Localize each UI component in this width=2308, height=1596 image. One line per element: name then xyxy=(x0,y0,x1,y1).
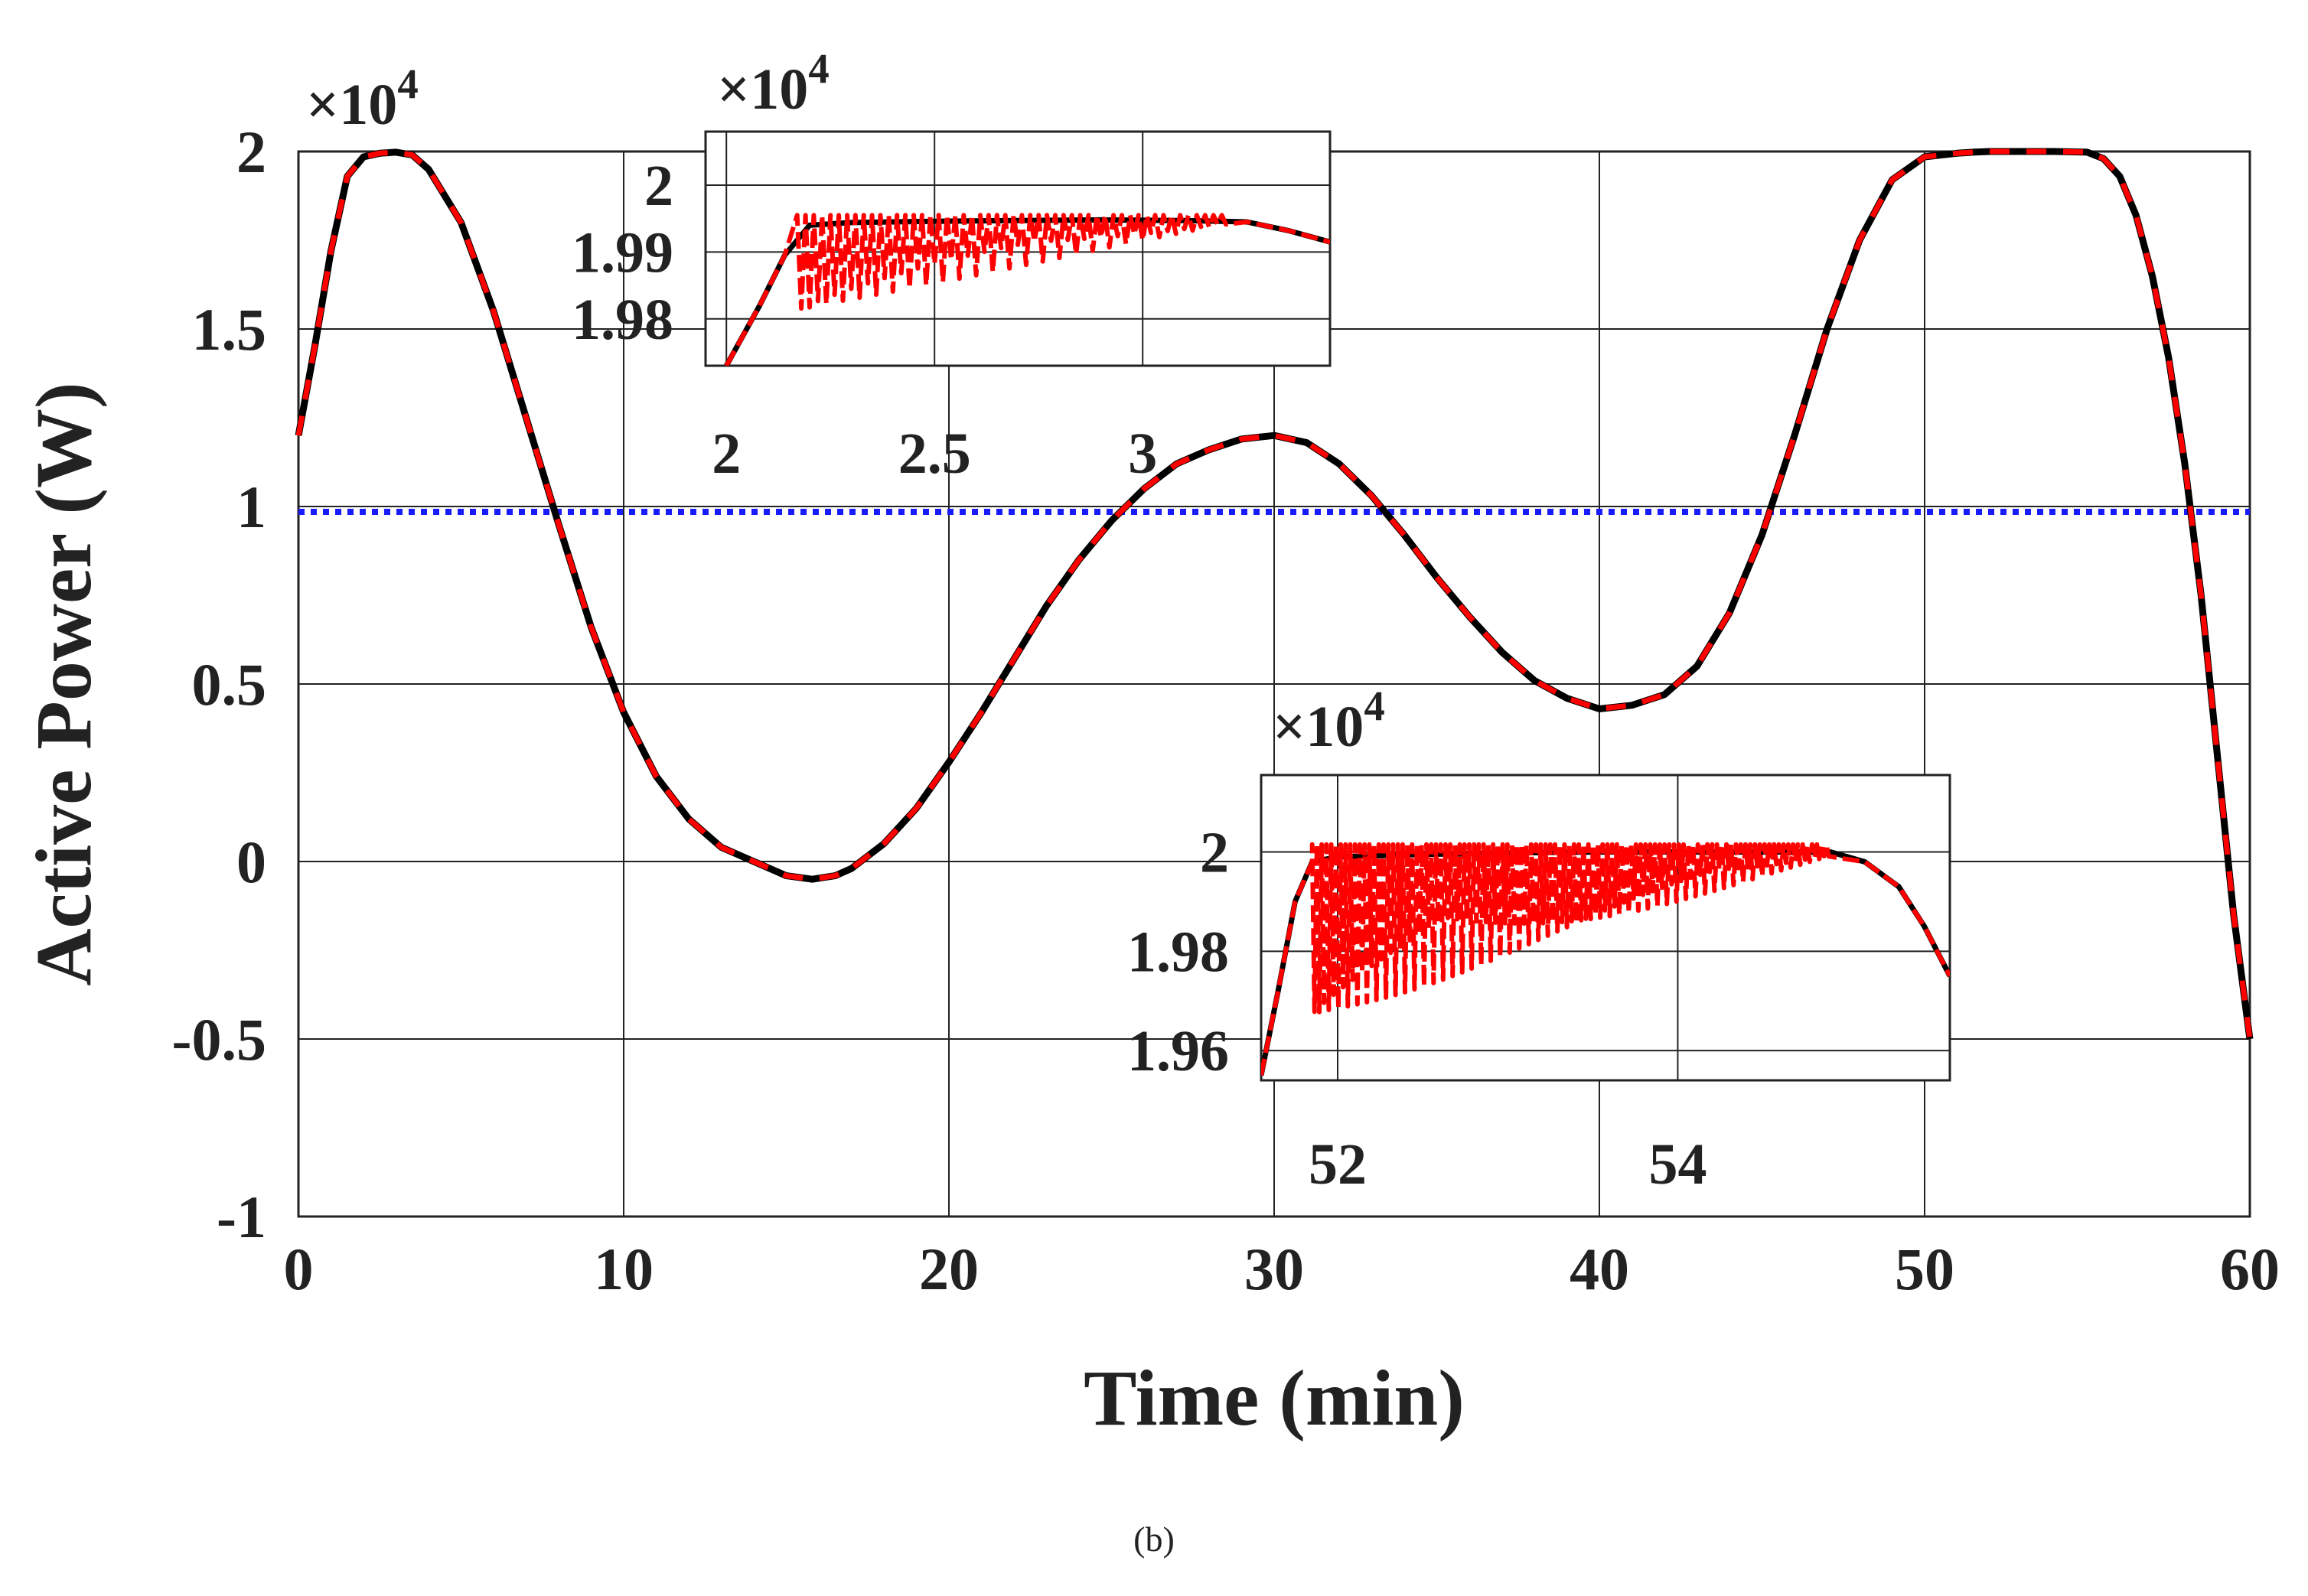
x-tick-label: 10 xyxy=(594,1236,654,1302)
inset-x-tick-label: 54 xyxy=(1648,1132,1707,1197)
inset-multiplier-label: ×104 xyxy=(717,45,830,122)
inset-frame xyxy=(704,130,1332,367)
main-axes: 0 10 20 30 40 50 60 -1 -0.5 0 0.5 1 1.5 2 ×104 Time (mi… xyxy=(20,60,2280,1442)
y-tick-label: -0.5 xyxy=(172,1006,266,1073)
x-tick-label: 40 xyxy=(1570,1236,1629,1302)
inset-x-tick-label: 2.5 xyxy=(898,422,971,486)
inset-background xyxy=(706,132,1330,366)
x-tick-label: 50 xyxy=(1895,1236,1954,1302)
inset-x-tick-label: 52 xyxy=(1309,1132,1367,1197)
inset-frame xyxy=(1260,774,1951,1082)
inset-y-tick-label: 2 xyxy=(644,154,673,218)
x-tick-label: 20 xyxy=(919,1236,979,1302)
inset-multiplier-label: ×104 xyxy=(1273,682,1385,759)
figure-caption: (b) xyxy=(1133,1519,1175,1559)
y-tick-label: 1.5 xyxy=(192,296,267,363)
y-tick-label: 2 xyxy=(236,119,266,185)
y-axis-label: Active Power (W) xyxy=(20,382,108,985)
inset-x-tick-label: 2 xyxy=(712,422,741,486)
inset-plot-area xyxy=(1261,842,1950,1076)
inset-bottom: 52 54 1.96 1.98 2 ×104 xyxy=(1127,682,1951,1197)
y-tick-label: 0 xyxy=(236,829,266,895)
y-tick-label: 0.5 xyxy=(192,651,267,718)
series-actual-line xyxy=(295,148,2253,1040)
inset-y-tick-label: 2 xyxy=(1200,821,1229,885)
inset-y-tick-label: 1.99 xyxy=(572,220,673,285)
x-tick-label: 0 xyxy=(284,1236,314,1302)
y-tick-label: -1 xyxy=(217,1184,266,1250)
x-tick-label: 60 xyxy=(2220,1236,2280,1302)
inset-x-tick-label: 3 xyxy=(1128,422,1157,486)
main-multiplier-label: ×104 xyxy=(306,60,419,137)
inset-actual-line xyxy=(1261,842,1950,1076)
inset-actual-line xyxy=(724,213,1330,366)
inset-y-tick-label: 1.96 xyxy=(1127,1019,1229,1083)
inset-top: 2 2.5 31.981.992×104 xyxy=(572,45,1332,486)
y-tick-label: 1 xyxy=(236,474,266,540)
inset-y-tick-label: 1.98 xyxy=(572,288,673,352)
inset-plot-area xyxy=(724,213,1330,366)
x-tick-label: 30 xyxy=(1244,1236,1304,1302)
x-axis-label: Time (min) xyxy=(1084,1354,1465,1442)
inset-y-tick-label: 1.98 xyxy=(1127,920,1229,984)
